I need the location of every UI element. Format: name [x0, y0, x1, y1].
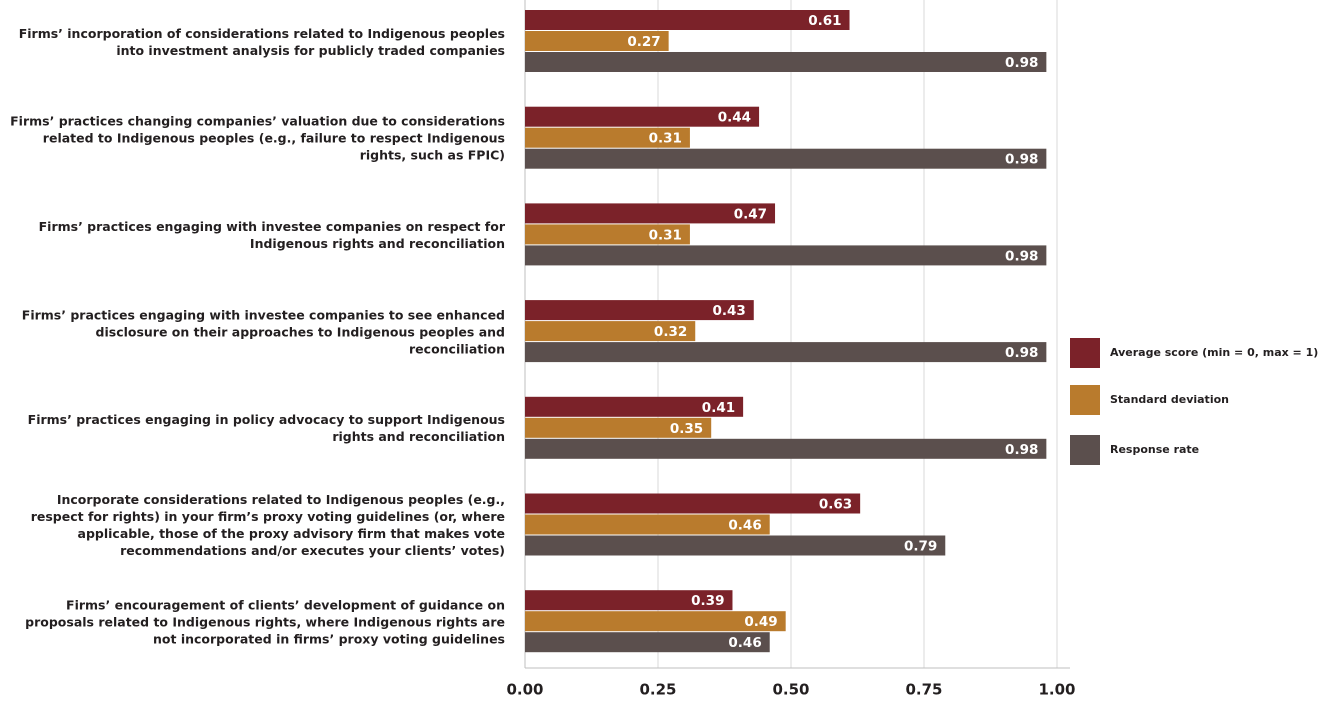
bar — [525, 31, 669, 51]
bar — [525, 127, 690, 148]
bar — [525, 10, 850, 30]
value-label: 0.63 — [819, 497, 852, 513]
legend-swatch — [1070, 385, 1100, 415]
bar — [525, 438, 1047, 459]
y-tick-label: Firms’ practices changing companies’ val… — [10, 113, 505, 163]
value-label: 0.44 — [718, 110, 751, 126]
bar — [525, 106, 760, 127]
x-tick-label: 0.50 — [772, 681, 809, 699]
value-label: 0.41 — [702, 400, 735, 416]
value-label: 0.35 — [670, 421, 703, 437]
y-tick-label: Firms’ incorporation of considerations r… — [18, 25, 505, 58]
x-tick-label: 0.00 — [506, 681, 543, 699]
bar — [525, 52, 1047, 72]
value-label: 0.98 — [1005, 345, 1038, 361]
bar — [525, 396, 744, 417]
value-label: 0.49 — [744, 614, 777, 630]
bar — [525, 590, 733, 611]
value-label: 0.61 — [808, 13, 841, 29]
bar — [525, 417, 712, 438]
bar — [525, 321, 696, 342]
legend-label: Response rate — [1110, 443, 1199, 456]
bar — [525, 611, 786, 632]
y-tick-label: Firms’ practices engaging with investee … — [21, 307, 505, 357]
bar — [525, 203, 776, 224]
value-label: 0.31 — [649, 227, 682, 243]
bar — [525, 300, 754, 321]
legend-swatch — [1070, 338, 1100, 368]
legend-label: Average score (min = 0, max = 1) — [1110, 346, 1318, 359]
value-label: 0.46 — [728, 635, 761, 651]
y-tick-label: Incorporate considerations related to In… — [30, 492, 505, 558]
value-label: 0.43 — [712, 303, 745, 319]
legend-label: Standard deviation — [1110, 393, 1229, 406]
value-label: 0.46 — [728, 518, 761, 534]
value-label: 0.47 — [734, 206, 767, 222]
value-label: 0.39 — [691, 593, 724, 609]
value-label: 0.98 — [1005, 152, 1038, 168]
legend-swatch — [1070, 435, 1100, 465]
value-label: 0.27 — [627, 34, 660, 50]
bar — [525, 514, 770, 535]
value-label: 0.98 — [1005, 55, 1038, 71]
x-tick-label: 0.25 — [639, 681, 676, 699]
y-tick-label: Firms’ practices engaging with investee … — [38, 218, 505, 251]
value-label: 0.79 — [904, 539, 937, 555]
bar — [525, 632, 770, 653]
bar — [525, 535, 946, 556]
bar — [525, 148, 1047, 169]
bar — [525, 245, 1047, 266]
x-tick-label: 1.00 — [1038, 681, 1075, 699]
value-label: 0.31 — [649, 131, 682, 147]
value-label: 0.32 — [654, 324, 687, 340]
value-label: 0.98 — [1005, 248, 1038, 264]
x-tick-label: 0.75 — [905, 681, 942, 699]
y-tick-label: Firms’ practices engaging in policy advo… — [27, 412, 505, 445]
y-tick-label: Firms’ encouragement of clients’ develop… — [25, 597, 505, 647]
bar — [525, 493, 861, 514]
value-label: 0.98 — [1005, 442, 1038, 458]
bar — [525, 224, 690, 245]
bar — [525, 342, 1047, 363]
